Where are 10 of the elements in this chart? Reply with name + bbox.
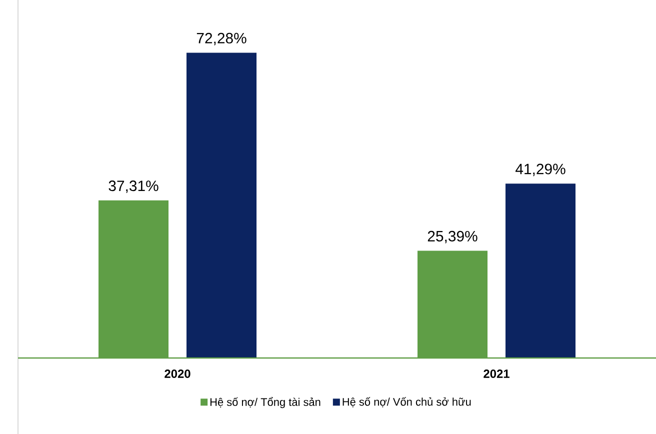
data-label: 41,29% (516, 164, 566, 176)
bar (506, 184, 576, 358)
data-label: 72,28% (196, 32, 246, 46)
legend-label: Hệ số nợ/ Vốn chủ sở hữu (342, 397, 471, 408)
data-label: 25,39% (428, 230, 478, 244)
data-label: 37,31% (108, 180, 158, 193)
x-tick-label: 2021 (484, 370, 510, 378)
legend-label: Hệ số nợ/ Tổng tài sản (210, 396, 320, 408)
bar (186, 52, 257, 358)
x-tick-label: 2020 (164, 370, 190, 378)
